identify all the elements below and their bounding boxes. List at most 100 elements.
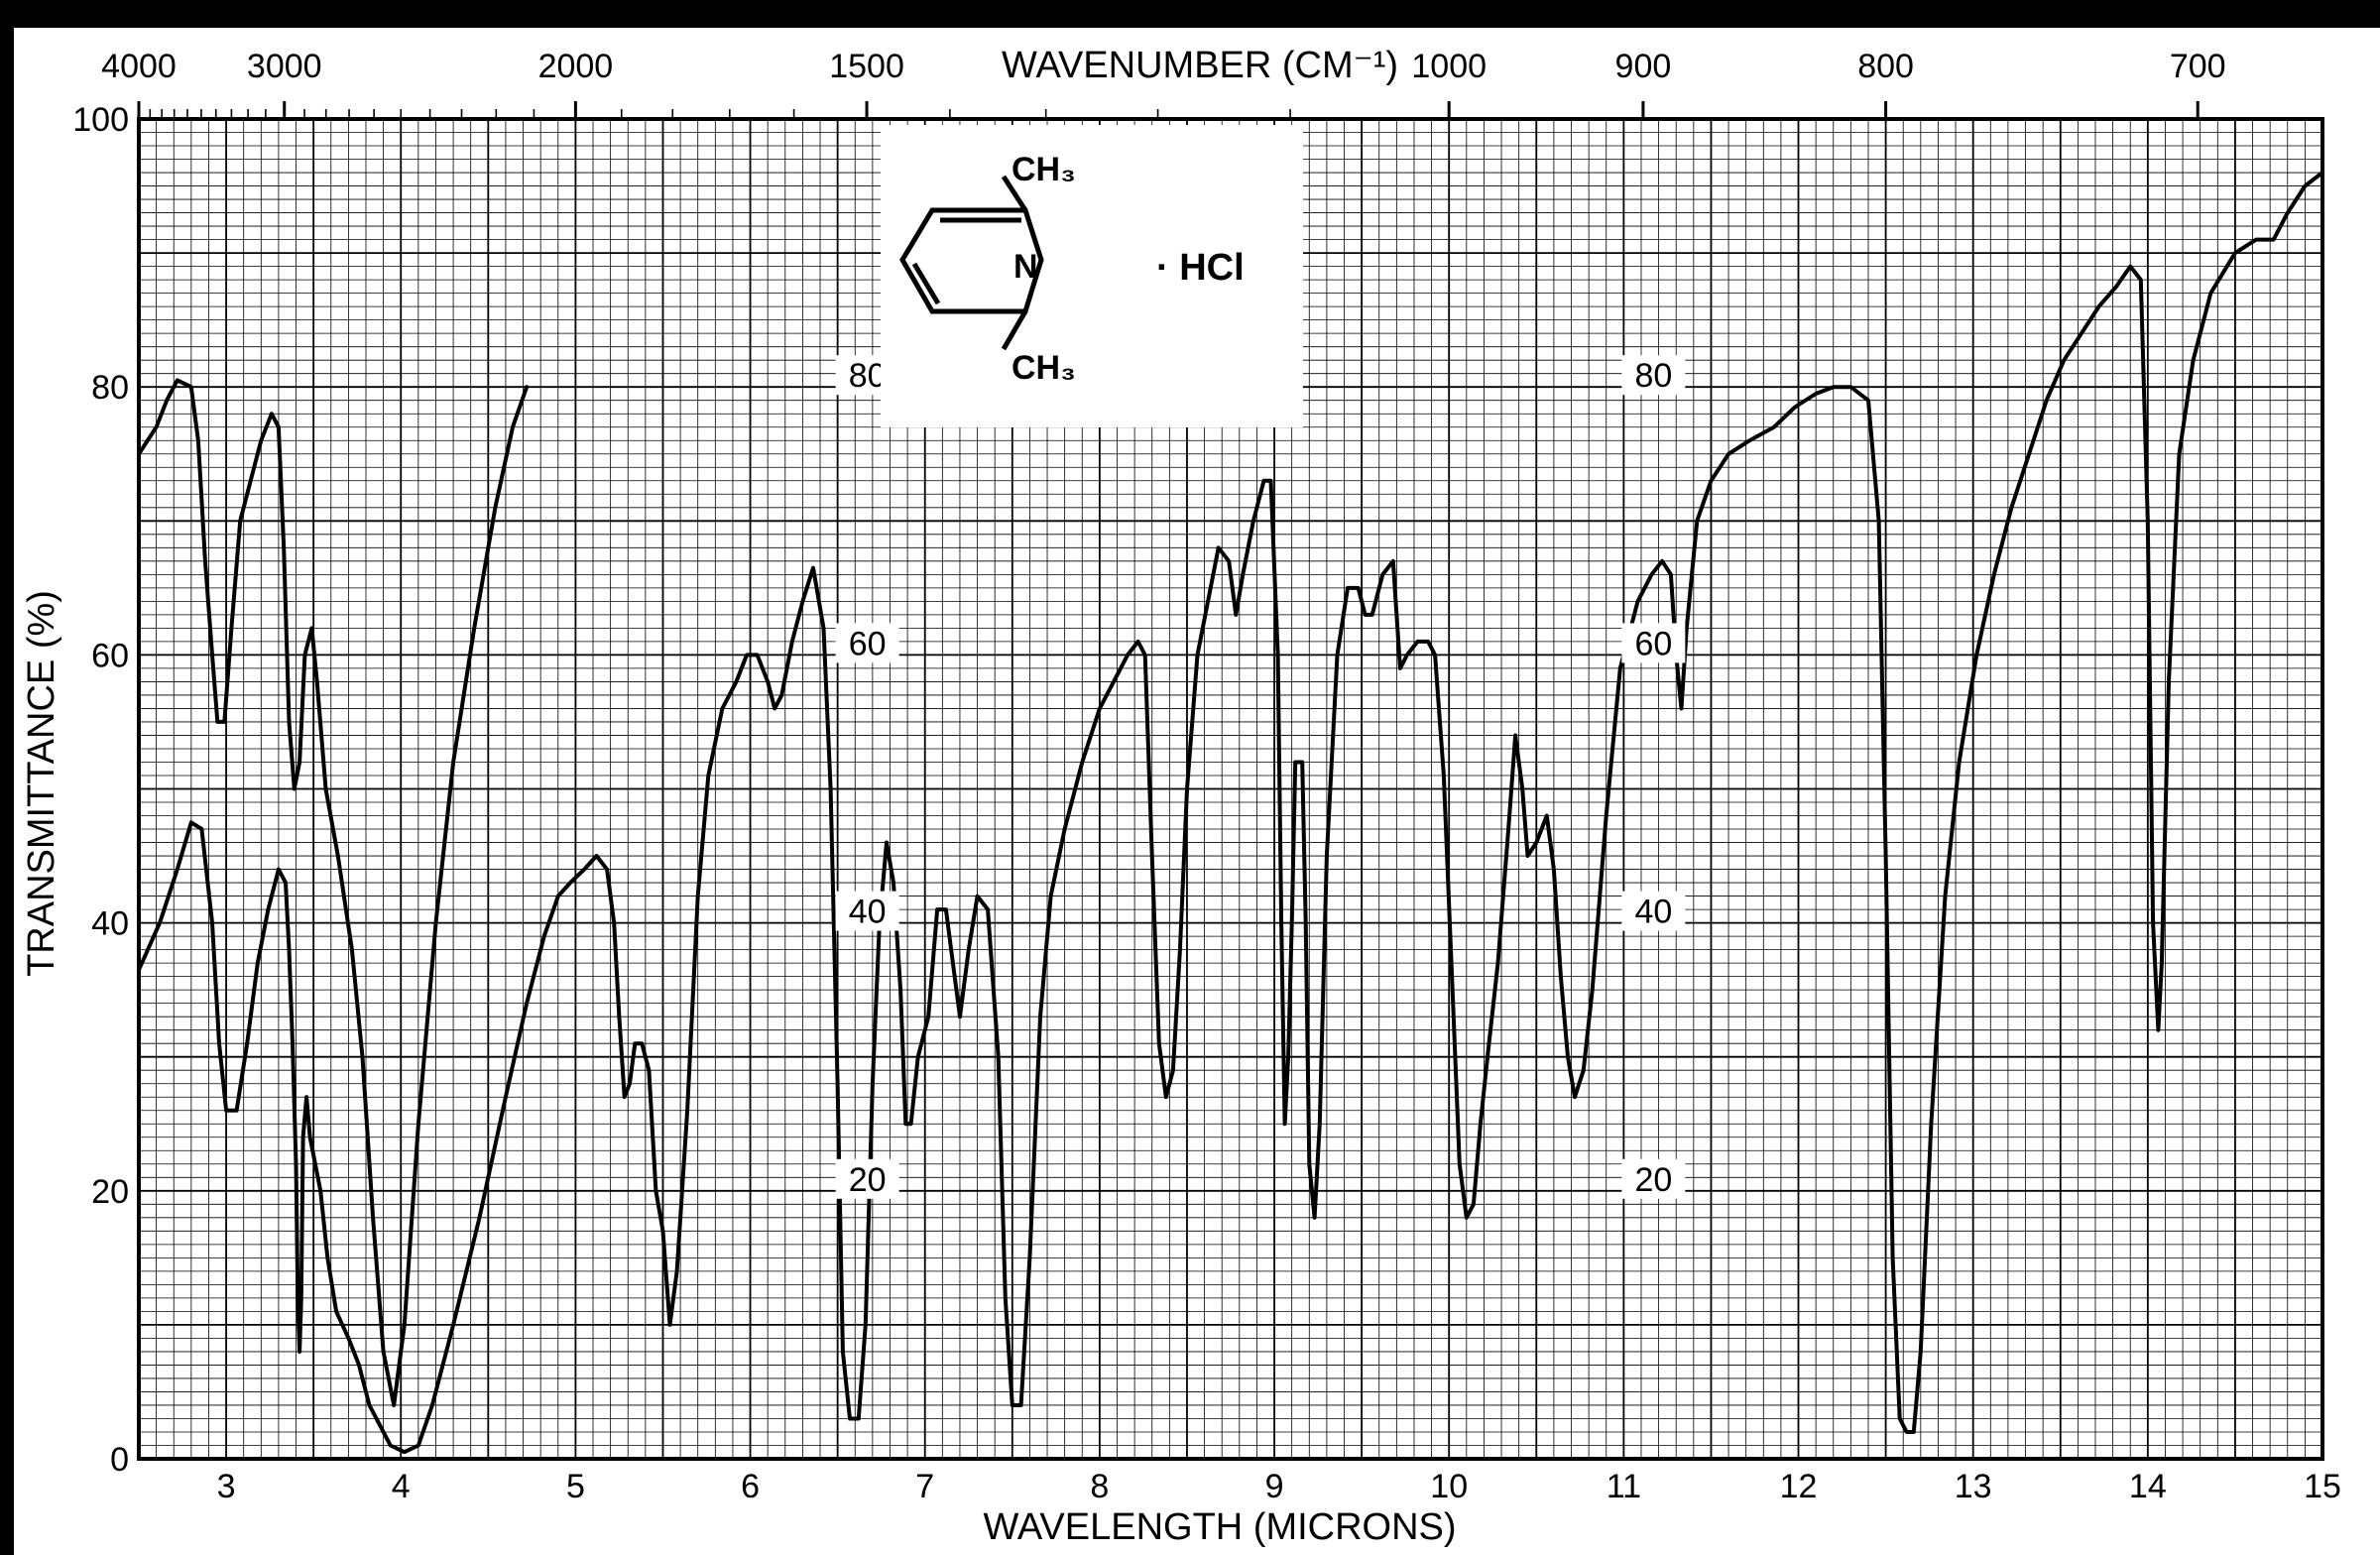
spectrum-point <box>2160 961 2164 965</box>
spectrum-point <box>1126 653 1130 657</box>
spectrum-point <box>1185 787 1189 790</box>
spectrum-point <box>1559 975 1563 979</box>
spectrum-point <box>633 1041 637 1045</box>
spectrum-point <box>1038 1015 1042 1018</box>
spectrum-point <box>1552 868 1556 872</box>
inner-scale-label: 40 <box>1634 894 1672 931</box>
spectrum-point <box>416 1443 420 1447</box>
spectrum-point <box>229 626 233 630</box>
spectrum-point <box>350 948 354 952</box>
pyridine-ring <box>899 207 1044 314</box>
wavenumber-tick-label: 2000 <box>538 48 614 85</box>
spectrum-point <box>525 385 529 389</box>
spectrum-point <box>654 1189 657 1193</box>
y-axis-label: TRANSMITTANCE (%) <box>21 590 62 977</box>
spectrum-point <box>176 378 179 382</box>
spectrum-point <box>1635 599 1639 603</box>
wavenumber-axis-label: WAVENUMBER (CM⁻¹) <box>1002 45 1398 86</box>
spectrum-point <box>1027 1256 1031 1259</box>
spectrum-point <box>1465 1216 1469 1220</box>
spectrum-point <box>357 1363 361 1367</box>
spectrum-point <box>951 961 955 965</box>
spectrum-point <box>745 653 749 657</box>
spectrum-point <box>1178 948 1182 952</box>
spectrum-point <box>433 921 437 925</box>
y-tick-label: 40 <box>91 905 129 943</box>
spectrum-point <box>403 1323 407 1327</box>
spectrum-point <box>308 1136 312 1139</box>
spectrum-point <box>1660 559 1664 563</box>
spectrum-point <box>1832 385 1836 389</box>
spectrum-point <box>313 1162 317 1166</box>
x-tick-label: 10 <box>1430 1468 1468 1505</box>
spectrum-point <box>1891 1256 1895 1259</box>
spectrum-point <box>1391 559 1395 563</box>
spectrum-point <box>1650 572 1654 576</box>
spectrum-point <box>504 1095 508 1099</box>
spectrum-point <box>1286 1055 1290 1059</box>
spectrum-point <box>1098 706 1102 710</box>
spectrum-point <box>1241 572 1245 576</box>
spectrum-point <box>1004 1296 1008 1300</box>
methyl-bottom-label: CH₃ <box>1012 349 1076 387</box>
spectrum-point <box>2272 238 2276 242</box>
y-tick-label: 0 <box>110 1441 129 1479</box>
spectrum-point <box>1679 706 1683 710</box>
spectrum-point <box>612 921 616 925</box>
x-tick-label: 3 <box>217 1468 236 1505</box>
spectrum-point <box>277 868 281 872</box>
inner-scale-label-bg <box>1621 355 1686 396</box>
spectrum-point <box>2097 304 2101 308</box>
spectrum-point <box>556 895 560 898</box>
spectrum-point <box>298 1350 301 1354</box>
spectrum-point <box>1582 1068 1586 1072</box>
spectrum-point <box>829 787 833 790</box>
spectrum-point <box>1992 572 1996 576</box>
spectrum-point <box>1234 613 1238 617</box>
spectrum-point <box>1313 1216 1317 1220</box>
wavenumber-tick-label: 700 <box>2170 48 2226 85</box>
spectrum-point <box>841 1350 845 1354</box>
spectrum-point <box>299 1296 303 1300</box>
spectrum-point <box>2192 358 2196 362</box>
x-tick-label: 7 <box>915 1468 934 1505</box>
spectrum-point <box>1866 399 1870 403</box>
spectrum-point <box>235 1109 239 1113</box>
spectrum-point <box>302 653 306 657</box>
inner-scale-label: 60 <box>849 625 887 662</box>
spectrum-point <box>857 1416 861 1420</box>
spectrum-point <box>1695 519 1699 523</box>
spectrum-point <box>158 921 162 925</box>
spectrum-point <box>1357 586 1361 590</box>
inner-scale-label-bg <box>1621 623 1686 663</box>
spectrum-point <box>892 881 895 885</box>
spectrum-point <box>416 1122 420 1126</box>
spectrum-point <box>1370 613 1374 617</box>
spectrum-point <box>848 1416 852 1420</box>
spectrum-point <box>2080 331 2083 335</box>
spectrum-point <box>295 1162 298 1166</box>
spectrum-point <box>1747 438 1751 442</box>
wavenumber-tick-label: 1500 <box>829 48 904 85</box>
spectrum-point <box>203 559 207 563</box>
spectrum-point <box>256 961 260 965</box>
spectrum-point <box>756 653 760 657</box>
inner-scale-label: 80 <box>849 357 887 395</box>
spectrum-point <box>668 1323 672 1327</box>
spectrum-point <box>1943 895 1947 898</box>
inner-scale-label-bg <box>835 1158 899 1199</box>
spectrum-point <box>2128 265 2132 269</box>
spectrum-point <box>1283 1122 1287 1126</box>
spectrum-point <box>382 1350 386 1354</box>
spectrum-point <box>696 895 700 898</box>
hcl-label: · HCl <box>1156 247 1245 289</box>
spectrum-point <box>1685 626 1689 630</box>
wavenumber-tick-label: 800 <box>1857 48 1914 85</box>
spectrum-point <box>1726 452 1730 456</box>
spectrum-point <box>2286 211 2290 215</box>
inner-scale-label-bg <box>1621 1158 1686 1199</box>
spectrum-point <box>1171 1068 1175 1072</box>
spectrum-point <box>318 1189 322 1193</box>
spectrum-point <box>1506 827 1510 831</box>
